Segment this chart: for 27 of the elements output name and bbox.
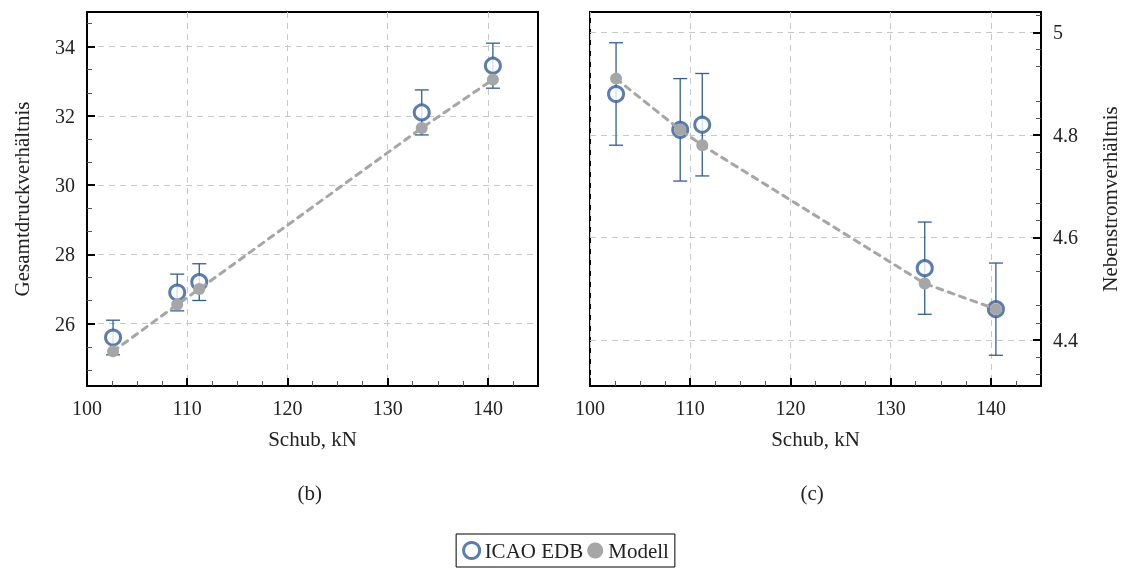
x-axis-title: Schub, kN xyxy=(771,426,860,451)
y2-tick-label: 4.4 xyxy=(1053,328,1078,351)
y-tick-label: 34 xyxy=(55,35,75,58)
x-tick-label: 130 xyxy=(372,397,403,419)
y-tick-label: 26 xyxy=(55,312,75,335)
y-tick-label: 32 xyxy=(55,104,75,127)
y2-tick-label: 4.6 xyxy=(1053,226,1078,249)
x-tick-label: 120 xyxy=(272,397,303,419)
x-tick-label: 140 xyxy=(975,397,1006,419)
legend-label: ICAO EDB xyxy=(484,538,584,563)
x-tick-label: 110 xyxy=(172,397,202,419)
text: (b) xyxy=(297,480,322,505)
y-tick-label: 28 xyxy=(55,243,75,266)
x-tick-label: 100 xyxy=(575,397,605,419)
legend-label: Modell xyxy=(608,538,670,563)
x-axis-title: Schub, kN xyxy=(268,426,357,451)
x-tick-label: 110 xyxy=(675,397,705,419)
y-tick-label: 30 xyxy=(55,174,75,197)
text: (c) xyxy=(800,480,824,505)
y2-tick-label: 4.8 xyxy=(1053,123,1078,146)
x-tick-label: 140 xyxy=(472,397,503,419)
x-tick-label: 120 xyxy=(775,397,806,419)
y2-tick-label: 5 xyxy=(1053,21,1063,44)
x-tick-label: 100 xyxy=(72,397,102,419)
y2-axis-title: Nebenstromverhältnis xyxy=(1097,106,1122,292)
x-tick-label: 130 xyxy=(875,397,906,419)
y-axis-title: Gesamtdruckverhältnis xyxy=(9,101,34,297)
